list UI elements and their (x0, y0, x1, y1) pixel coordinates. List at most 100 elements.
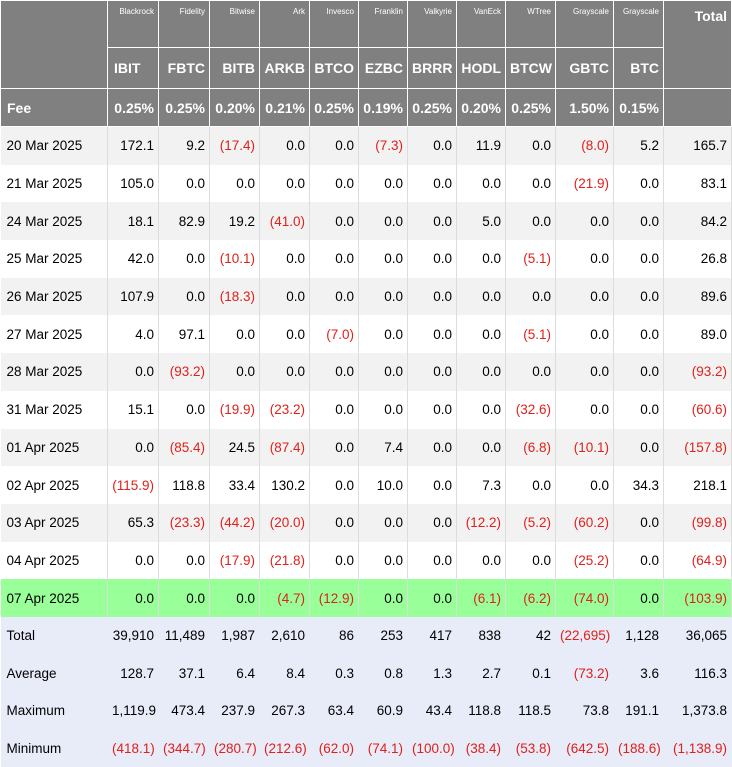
ticker: HODL (456, 47, 506, 89)
summary-value: 116.3 (663, 654, 732, 692)
summary-value: (344.7) (158, 729, 210, 767)
flow-value: 0.0 (505, 277, 556, 316)
ticker: BRRR (407, 47, 457, 89)
summary-row: Total 39,910 11,489 1,987 2,610 86 253 417 838 42… (0, 616, 732, 655)
summary-value: 60.9 (358, 691, 408, 730)
flow-value: (8.0) (555, 126, 614, 165)
day-row: 02 Apr 2025 (115.9) 118.8 33.4 130.2 0.0 10.0 0… (0, 466, 732, 504)
flow-value: 4.0 (107, 315, 159, 354)
flow-value: 0.0 (407, 503, 457, 542)
day-row: 31 Mar 2025 15.1 0.0 (19.9) (23.2) 0.0 0.0 0.0 0… (0, 390, 732, 429)
summary-value: 118.5 (505, 691, 556, 730)
flow-value: 24.5 (209, 428, 260, 467)
summary-value: 2.7 (456, 654, 506, 692)
flow-value: (44.2) (209, 503, 260, 542)
issuer: Franklin (358, 0, 408, 48)
flow-value: 34.3 (613, 466, 664, 504)
flow-value: 172.1 (107, 126, 159, 165)
flow-value: 0.0 (309, 503, 359, 542)
flow-value: (41.0) (259, 202, 310, 241)
flow-value: (60.2) (555, 503, 614, 542)
summary-row: Maximum 1,119.9 473.4 237.9 267.3 63.4 60.9 43.… (0, 691, 732, 730)
flow-value: (99.8) (663, 503, 732, 542)
flow-value: 10.0 (358, 466, 408, 504)
issuer: Valkyrie (407, 0, 457, 48)
flow-value: 0.0 (613, 579, 664, 617)
flow-value: 0.0 (107, 541, 159, 580)
flow-value: 218.1 (663, 466, 732, 504)
flow-value: 0.0 (456, 277, 506, 316)
flow-value: 0.0 (259, 353, 310, 391)
flow-value: 0.0 (555, 466, 614, 504)
summary-value: 39,910 (107, 616, 159, 655)
flow-value: 0.0 (613, 353, 664, 391)
date: 03 Apr 2025 (0, 503, 108, 542)
fee: 0.20% (209, 88, 260, 127)
flow-value: (87.4) (259, 428, 310, 467)
flow-value: 105.0 (107, 164, 159, 203)
summary-value: (212.6) (259, 729, 310, 767)
flow-value: 0.0 (158, 277, 210, 316)
flow-value: (6.8) (505, 428, 556, 467)
flow-value: 0.0 (158, 240, 210, 278)
ticker: ARKB (259, 47, 310, 89)
date: 24 Mar 2025 (0, 202, 108, 241)
day-row: 21 Mar 2025 105.0 0.0 0.0 0.0 0.0 0.0 0.0 0.0 0.0… (0, 164, 732, 203)
summary-value: 2,610 (259, 616, 310, 655)
fee: 0.19% (358, 88, 408, 127)
fee: 0.25% (309, 88, 359, 127)
flow-value: 0.0 (358, 202, 408, 241)
date: 21 Mar 2025 (0, 164, 108, 203)
flow-value: (23.2) (259, 390, 310, 429)
ticker: EZBC (358, 47, 408, 89)
summary-value: 191.1 (613, 691, 664, 730)
date: 25 Mar 2025 (0, 240, 108, 278)
summary-label: Maximum (0, 691, 108, 730)
flow-value: (21.8) (259, 541, 310, 580)
flow-value: 0.0 (209, 164, 260, 203)
flow-value: (157.8) (663, 428, 732, 467)
flow-value: 0.0 (555, 240, 614, 278)
fee: 1.50% (555, 88, 614, 127)
summary-value: 6.4 (209, 654, 260, 692)
flow-value: 0.0 (407, 428, 457, 467)
flow-value: 7.3 (456, 466, 506, 504)
day-row: 04 Apr 2025 0.0 0.0 (17.9) (21.8) 0.0 0.0 0.0 0.… (0, 541, 732, 580)
issuer: Blackrock (107, 0, 159, 48)
summary-value: (188.6) (613, 729, 664, 767)
flow-value: 0.0 (358, 353, 408, 391)
flow-value: 0.0 (358, 503, 408, 542)
summary-value: 417 (407, 616, 457, 655)
issuer: Grayscale (613, 0, 664, 48)
summary-value: (280.7) (209, 729, 260, 767)
flow-value: 0.0 (555, 202, 614, 241)
flow-value: 0.0 (613, 503, 664, 542)
summary-label: Total (0, 616, 108, 655)
flow-value: (4.7) (259, 579, 310, 617)
date: 07 Apr 2025 (0, 579, 108, 617)
corner-cell (0, 0, 108, 89)
summary-value: 63.4 (309, 691, 359, 730)
summary-value: (22,695) (555, 616, 614, 655)
summary-value: 1.3 (407, 654, 457, 692)
flow-value: 130.2 (259, 466, 310, 504)
fee: 0.25% (505, 88, 556, 127)
summary-value: 42 (505, 616, 556, 655)
flow-value: 0.0 (613, 315, 664, 354)
flow-value: (60.6) (663, 390, 732, 429)
flow-value: 5.2 (613, 126, 664, 165)
flow-value: 0.0 (309, 240, 359, 278)
flow-value: 0.0 (209, 353, 260, 391)
flow-value: 0.0 (158, 164, 210, 203)
flow-value: 0.0 (358, 579, 408, 617)
summary-value: 838 (456, 616, 506, 655)
summary-value: (73.2) (555, 654, 614, 692)
flow-value: (12.2) (456, 503, 506, 542)
flow-value: 0.0 (309, 202, 359, 241)
fee: 0.21% (259, 88, 310, 127)
flow-value: (10.1) (209, 240, 260, 278)
flow-value: 89.6 (663, 277, 732, 316)
flow-value: 0.0 (613, 428, 664, 467)
flow-value: 0.0 (407, 126, 457, 165)
